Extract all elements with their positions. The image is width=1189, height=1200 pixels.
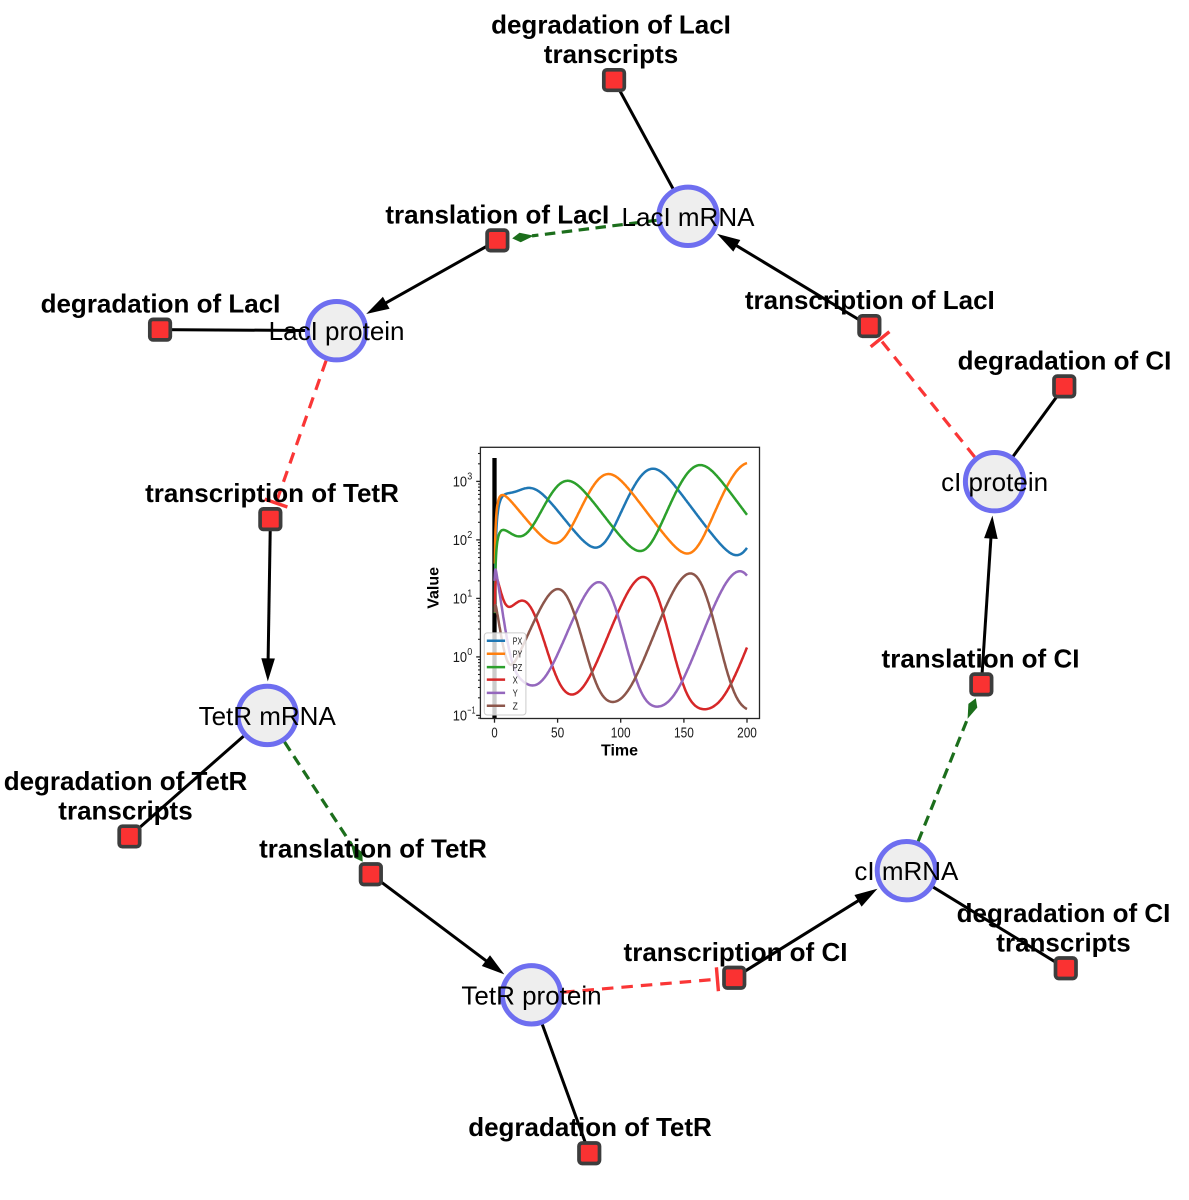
svg-text:LacI mRNA: LacI mRNA xyxy=(622,202,756,232)
svg-text:translation of CI: translation of CI xyxy=(882,643,1080,673)
svg-text:transcripts: transcripts xyxy=(544,39,678,69)
svg-text:0: 0 xyxy=(491,726,497,742)
svg-text:transcripts: transcripts xyxy=(58,796,192,826)
svg-text:Time: Time xyxy=(601,743,638,760)
svg-text:1: 1 xyxy=(467,588,472,599)
svg-text:translation of TetR: translation of TetR xyxy=(259,833,487,863)
svg-text:Z: Z xyxy=(513,701,519,713)
svg-text:X: X xyxy=(513,674,518,686)
svg-text:10: 10 xyxy=(453,475,467,491)
svg-text:Value: Value xyxy=(426,567,443,609)
svg-text:Y: Y xyxy=(513,688,518,700)
svg-text:10: 10 xyxy=(453,592,467,608)
svg-text:degradation of TetR: degradation of TetR xyxy=(4,766,248,796)
svg-text:10: 10 xyxy=(453,650,467,666)
svg-text:degradation of LacI: degradation of LacI xyxy=(41,289,281,319)
svg-text:100: 100 xyxy=(611,726,631,742)
svg-text:degradation of TetR: degradation of TetR xyxy=(468,1112,712,1142)
svg-text:50: 50 xyxy=(551,726,564,742)
svg-text:0: 0 xyxy=(467,647,472,658)
svg-text:150: 150 xyxy=(674,726,694,742)
svg-text:TetR mRNA: TetR mRNA xyxy=(199,701,337,731)
svg-text:10: 10 xyxy=(453,533,467,549)
svg-text:PX: PX xyxy=(513,636,523,648)
svg-text:transcription of CI: transcription of CI xyxy=(624,937,848,967)
svg-text:degradation of CI: degradation of CI xyxy=(958,345,1172,375)
svg-text:degradation of LacI: degradation of LacI xyxy=(491,10,731,40)
svg-text:cI protein: cI protein xyxy=(941,467,1048,497)
svg-text:transcription of LacI: transcription of LacI xyxy=(745,285,995,315)
svg-text:PZ: PZ xyxy=(513,662,523,674)
svg-text:TetR protein: TetR protein xyxy=(461,980,601,1010)
svg-text:LacI protein: LacI protein xyxy=(269,316,405,346)
svg-text:PY: PY xyxy=(513,649,523,661)
svg-text:10: 10 xyxy=(453,709,467,725)
svg-text:transcripts: transcripts xyxy=(996,927,1130,957)
svg-text:3: 3 xyxy=(467,471,472,482)
svg-text:degradation of CI: degradation of CI xyxy=(957,898,1171,928)
svg-text:200: 200 xyxy=(737,726,757,742)
svg-text:translation of LacI: translation of LacI xyxy=(385,199,609,229)
svg-text:transcription of TetR: transcription of TetR xyxy=(145,478,399,508)
svg-text:cI mRNA: cI mRNA xyxy=(854,856,959,886)
svg-text:−1: −1 xyxy=(467,705,476,716)
svg-text:2: 2 xyxy=(467,530,472,541)
